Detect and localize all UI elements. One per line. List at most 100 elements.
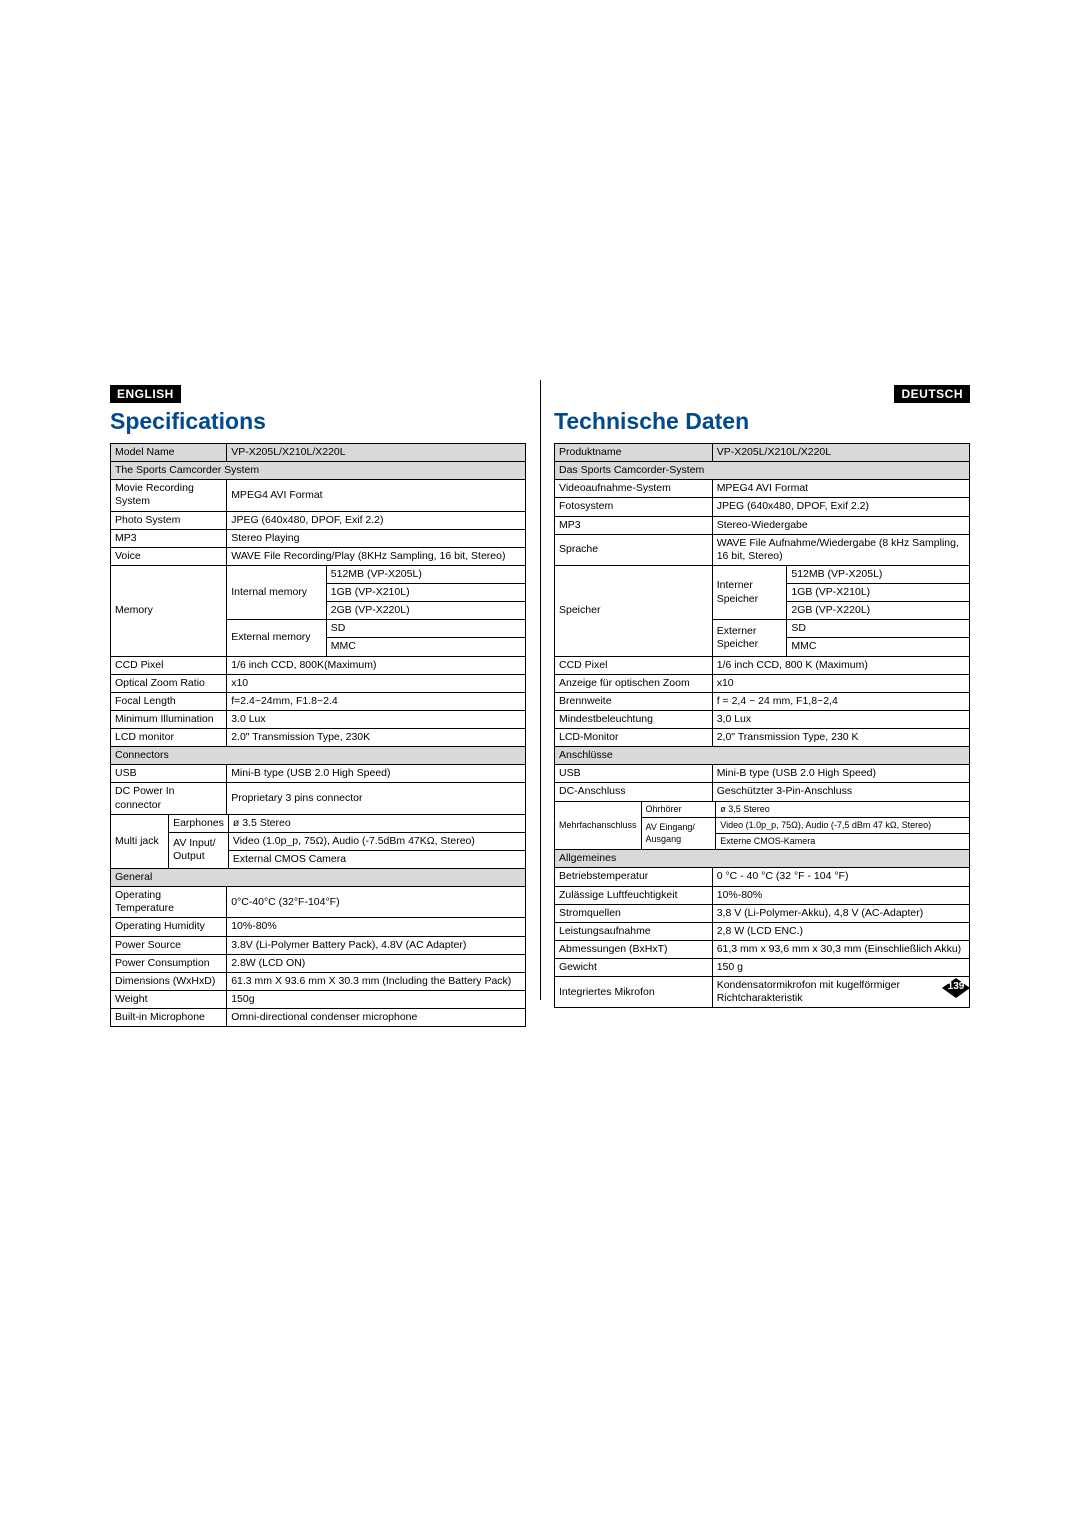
ccd-label: CCD Pixel bbox=[111, 656, 227, 674]
english-badge: ENGLISH bbox=[110, 385, 181, 403]
de-focal-value: f = 2,4 ~ 24 mm, F1,8~2,4 bbox=[712, 692, 969, 710]
pcons-value: 2.8W (LCD ON) bbox=[227, 954, 526, 972]
de-avio-value2: Externe CMOS-Kamera bbox=[716, 834, 970, 850]
movie-rec-label: Movie Recording System bbox=[111, 480, 227, 511]
de-section-general: Allgemeines bbox=[555, 850, 970, 868]
de-movie-rec-label: Videoaufnahme-System bbox=[555, 480, 713, 498]
de-ccd-label: CCD Pixel bbox=[555, 656, 713, 674]
earphones-label: Earphones bbox=[169, 815, 229, 833]
de-earphones-label: Ohrhörer bbox=[641, 802, 716, 818]
de-external-mem-v1: SD bbox=[787, 620, 970, 638]
de-internal-mem-v1: 512MB (VP-X205L) bbox=[787, 565, 970, 583]
avio-value1: Video (1.0p_p, 75Ω), Audio (-7.5dBm 47KΩ… bbox=[228, 832, 525, 850]
weight-label: Weight bbox=[111, 990, 227, 1008]
illum-value: 3.0 Lux bbox=[227, 710, 526, 728]
focal-value: f=2.4~24mm, F1.8~2.4 bbox=[227, 692, 526, 710]
internal-mem-v3: 2GB (VP-X220L) bbox=[326, 602, 525, 620]
english-spec-table: Model Name VP-X205L/X210L/X220L The Spor… bbox=[110, 443, 526, 815]
de-dc-value: Geschützter 3-Pin-Anschluss bbox=[712, 783, 969, 801]
usb-value: Mini-B type (USB 2.0 High Speed) bbox=[227, 765, 526, 783]
de-power-value: 3,8 V (Li-Polymer-Akku), 4,8 V (AC-Adapt… bbox=[712, 904, 969, 922]
de-voice-value: WAVE File Aufnahme/Wiedergabe (8 kHz Sam… bbox=[712, 534, 969, 565]
de-optemp-label: Betriebstemperatur bbox=[555, 868, 713, 886]
memory-label: Memory bbox=[111, 565, 227, 656]
de-mp3-value: Stereo-Wiedergabe bbox=[712, 516, 969, 534]
de-section-connectors: Anschlüsse bbox=[555, 747, 970, 765]
dim-label: Dimensions (WxHxD) bbox=[111, 972, 227, 990]
de-mic-value: Kondensatormikrofon mit kugelförmiger Ri… bbox=[712, 977, 969, 1008]
zoom-label: Optical Zoom Ratio bbox=[111, 674, 227, 692]
de-pcons-value: 2,8 W (LCD ENC.) bbox=[712, 922, 969, 940]
model-name-label: Model Name bbox=[111, 444, 227, 462]
voice-value: WAVE File Recording/Play (8KHz Sampling,… bbox=[227, 547, 526, 565]
power-label: Power Source bbox=[111, 936, 227, 954]
dc-label: DC Power In connector bbox=[111, 783, 227, 814]
dc-value: Proprietary 3 pins connector bbox=[227, 783, 526, 814]
de-illum-label: Mindestbeleuchtung bbox=[555, 710, 713, 728]
de-usb-value: Mini-B type (USB 2.0 High Speed) bbox=[712, 765, 969, 783]
de-internal-mem-v2: 1GB (VP-X210L) bbox=[787, 584, 970, 602]
de-earphones-value: ø 3,5 Stereo bbox=[716, 802, 970, 818]
de-dc-label: DC-Anschluss bbox=[555, 783, 713, 801]
deutsch-badge: DEUTSCH bbox=[894, 385, 970, 403]
illum-label: Minimum Illumination bbox=[111, 710, 227, 728]
de-usb-label: USB bbox=[555, 765, 713, 783]
section-general: General bbox=[111, 869, 526, 887]
power-value: 3.8V (Li-Polymer Battery Pack), 4.8V (AC… bbox=[227, 936, 526, 954]
column-divider bbox=[540, 380, 541, 1000]
page-number-badge: 139 bbox=[942, 978, 970, 1000]
de-avio-value1: Video (1.0p_p, 75Ω), Audio (-7,5 dBm 47 … bbox=[716, 817, 970, 833]
de-external-mem-label: Externer Speicher bbox=[712, 620, 787, 656]
photo-label: Photo System bbox=[111, 511, 227, 529]
internal-mem-v2: 1GB (VP-X210L) bbox=[326, 584, 525, 602]
ophum-value: 10%-80% bbox=[227, 918, 526, 936]
multijack-label: Multi jack bbox=[111, 815, 169, 869]
page-number: 139 bbox=[942, 978, 970, 996]
weight-value: 150g bbox=[227, 990, 526, 1008]
de-multijack-label: Mehrfachanschluss bbox=[555, 802, 642, 850]
de-weight-label: Gewicht bbox=[555, 959, 713, 977]
de-mic-label: Integriertes Mikrofon bbox=[555, 977, 713, 1008]
avio-label: AV Input/ Output bbox=[169, 832, 229, 868]
mic-value: Omni-directional condenser microphone bbox=[227, 1009, 526, 1027]
pcons-label: Power Consumption bbox=[111, 954, 227, 972]
avio-value2: External CMOS Camera bbox=[228, 850, 525, 868]
ophum-label: Operating Humidity bbox=[111, 918, 227, 936]
english-multijack-table: Multi jack Earphones ø 3.5 Stereo AV Inp… bbox=[110, 815, 526, 869]
internal-mem-label: Internal memory bbox=[227, 565, 327, 619]
focal-label: Focal Length bbox=[111, 692, 227, 710]
deutsch-column: DEUTSCH Technische Daten Produktname VP-… bbox=[554, 385, 970, 1027]
de-dim-label: Abmessungen (BxHxT) bbox=[555, 940, 713, 958]
external-mem-v2: MMC bbox=[326, 638, 525, 656]
de-ophum-value: 10%-80% bbox=[712, 886, 969, 904]
de-section-system: Das Sports Camcorder-System bbox=[555, 462, 970, 480]
de-movie-rec-value: MPEG4 AVI Format bbox=[712, 480, 969, 498]
movie-rec-value: MPEG4 AVI Format bbox=[227, 480, 526, 511]
de-lcd-label: LCD-Monitor bbox=[555, 729, 713, 747]
de-internal-mem-v3: 2GB (VP-X220L) bbox=[787, 602, 970, 620]
zoom-value: x10 bbox=[227, 674, 526, 692]
de-dim-value: 61,3 mm x 93,6 mm x 30,3 mm (Einschließl… bbox=[712, 940, 969, 958]
deutsch-spec-table: Produktname VP-X205L/X210L/X220L Das Spo… bbox=[554, 443, 970, 802]
section-connectors: Connectors bbox=[111, 747, 526, 765]
external-mem-v1: SD bbox=[326, 620, 525, 638]
de-pcons-label: Leistungsaufnahme bbox=[555, 922, 713, 940]
optemp-label: Operating Temperature bbox=[111, 887, 227, 918]
mic-label: Built-in Microphone bbox=[111, 1009, 227, 1027]
voice-label: Voice bbox=[111, 547, 227, 565]
de-optemp-value: 0 °C - 40 °C (32 °F - 104 °F) bbox=[712, 868, 969, 886]
de-external-mem-v2: MMC bbox=[787, 638, 970, 656]
de-focal-label: Brennweite bbox=[555, 692, 713, 710]
lcd-label: LCD monitor bbox=[111, 729, 227, 747]
mp3-label: MP3 bbox=[111, 529, 227, 547]
de-model-name-label: Produktname bbox=[555, 444, 713, 462]
deutsch-general-table: Allgemeines Betriebstemperatur 0 °C - 40… bbox=[554, 850, 970, 1008]
de-model-name-value: VP-X205L/X210L/X220L bbox=[712, 444, 969, 462]
english-column: ENGLISH Specifications Model Name VP-X20… bbox=[110, 385, 526, 1027]
de-ccd-value: 1/6 inch CCD, 800 K (Maximum) bbox=[712, 656, 969, 674]
dim-value: 61.3 mm X 93.6 mm X 30.3 mm (Including t… bbox=[227, 972, 526, 990]
de-illum-value: 3,0 Lux bbox=[712, 710, 969, 728]
de-photo-label: Fotosystem bbox=[555, 498, 713, 516]
optemp-value: 0°C-40°C (32°F-104°F) bbox=[227, 887, 526, 918]
deutsch-multijack-table: Mehrfachanschluss Ohrhörer ø 3,5 Stereo … bbox=[554, 802, 970, 851]
